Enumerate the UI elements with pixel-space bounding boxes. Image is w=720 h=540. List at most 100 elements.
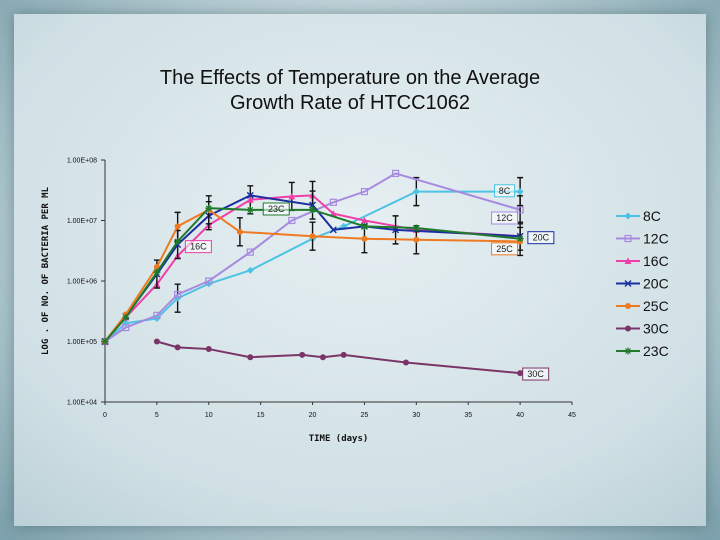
x-tick-label: 20 — [309, 412, 317, 419]
data-point-12C — [329, 198, 337, 206]
data-point-12C — [288, 216, 296, 225]
data-point-12C — [360, 188, 369, 196]
callout-box-12C — [491, 211, 519, 225]
data-point-12C — [205, 277, 213, 285]
data-point-23C — [101, 338, 109, 345]
y-tick-label: 1.00E+07 — [67, 218, 97, 225]
series-23C — [101, 204, 524, 345]
callout-box-23C — [262, 202, 290, 216]
legend-marker-16C — [624, 257, 632, 264]
x-axis-label: TIME (days) — [309, 434, 369, 444]
data-point-12C — [391, 169, 400, 178]
data-point-23C — [309, 206, 317, 214]
data-point-16C — [288, 192, 296, 200]
series-callouts: 8C 23C 12C 16C 20C 25C 30C — [184, 184, 555, 381]
data-point-23C — [122, 313, 130, 321]
data-point-25C — [361, 235, 368, 242]
data-point-25C — [309, 233, 316, 240]
slide-panel — [14, 14, 706, 526]
series-line-25C — [104, 208, 521, 343]
legend-label-25C: 25C — [643, 298, 669, 314]
data-point-23C — [246, 206, 254, 214]
data-point-25C — [174, 223, 181, 230]
series-line-30C — [156, 340, 521, 375]
legend-marker-8C — [624, 212, 632, 220]
y-tick-label: 1.00E+04 — [67, 400, 97, 407]
y-axis-label: LOG . OF NO. OF BACTERIA PER ML — [41, 186, 51, 355]
data-point-12C — [174, 290, 182, 299]
data-point-12C — [246, 248, 254, 256]
data-point-30C — [205, 346, 212, 353]
legend-label-20C: 20C — [643, 276, 669, 292]
legend-label-23C: 23C — [643, 343, 669, 359]
callout-label-8C: 8C — [499, 186, 511, 196]
y-tick-label: 1.00E+05 — [67, 339, 97, 346]
x-tick-label: 10 — [205, 412, 213, 419]
chart-title-line-2: Growth Rate of HTCC1062 — [229, 92, 471, 114]
chart-title-line-1: The Effects of Temperature on the Averag… — [159, 67, 541, 89]
x-tick-label: 30 — [412, 412, 420, 419]
data-point-25C — [413, 236, 420, 243]
legend-label-8C: 8C — [643, 208, 661, 224]
data-point-30C — [247, 354, 254, 361]
callout-label-16C: 16C — [190, 242, 207, 252]
data-point-12C — [516, 206, 524, 214]
callout-label-30C: 30C — [527, 369, 544, 379]
data-point-12C — [153, 311, 161, 320]
data-point-8C — [246, 266, 254, 274]
data-point-23C — [412, 224, 420, 232]
data-point-30C — [174, 344, 181, 351]
x-tick-label: 5 — [155, 412, 159, 419]
data-point-12C — [122, 323, 130, 332]
data-point-23C — [516, 235, 524, 243]
data-point-16C — [246, 196, 254, 203]
legend-label-30C: 30C — [643, 321, 669, 337]
callout-box-30C — [522, 367, 550, 381]
y-tick-label: 1.00E+08 — [67, 158, 97, 165]
data-point-30C — [517, 370, 524, 377]
legend: 8C 12C 16C 20C 25C 30C 23C — [616, 208, 669, 359]
legend-marker-23C — [624, 347, 632, 355]
x-tick-label: 45 — [568, 412, 576, 419]
chart-title: The Effects of Temperature on the Averag… — [80, 66, 620, 116]
data-point-25C — [236, 228, 243, 235]
data-point-30C — [340, 351, 347, 358]
data-point-16C — [360, 217, 368, 224]
data-point-23C — [205, 204, 213, 212]
series-line-23C — [104, 207, 521, 343]
data-point-30C — [402, 359, 409, 366]
data-point-8C — [412, 188, 420, 196]
callout-box-8C — [494, 184, 516, 198]
x-tick-label: 15 — [257, 412, 265, 419]
legend-marker-12C — [624, 234, 632, 243]
data-point-30C — [153, 338, 160, 345]
legend-label-12C: 12C — [643, 231, 669, 247]
data-point-8C — [516, 188, 524, 196]
data-point-30C — [319, 354, 326, 361]
y-tick-label: 1.00E+06 — [67, 279, 97, 286]
callout-box-16C — [184, 240, 212, 254]
legend-marker-25C — [625, 303, 631, 309]
callout-label-23C: 23C — [268, 204, 285, 214]
data-point-23C — [360, 222, 368, 230]
callout-box-20C — [527, 231, 555, 245]
series-20C — [101, 190, 524, 345]
legend-label-16C: 16C — [643, 253, 669, 269]
x-tick-label: 0 — [103, 412, 107, 419]
plot-area — [101, 169, 524, 377]
callout-label-25C: 25C — [496, 244, 513, 254]
data-point-23C — [174, 237, 182, 245]
series-30C — [153, 338, 524, 377]
x-tick-label: 40 — [516, 412, 524, 419]
series-12C — [101, 169, 524, 346]
legend-marker-30C — [625, 325, 631, 332]
callout-label-12C: 12C — [496, 213, 513, 223]
callout-box-25C — [491, 242, 519, 256]
data-point-20C — [329, 226, 337, 234]
callout-label-20C: 20C — [533, 233, 550, 243]
x-tick-label: 25 — [361, 412, 369, 419]
axes: 1.00E+04 1.00E+05 1.00E+06 1.00E+07 1.00E+08… — [41, 158, 576, 445]
x-tick-label: 35 — [464, 412, 472, 419]
